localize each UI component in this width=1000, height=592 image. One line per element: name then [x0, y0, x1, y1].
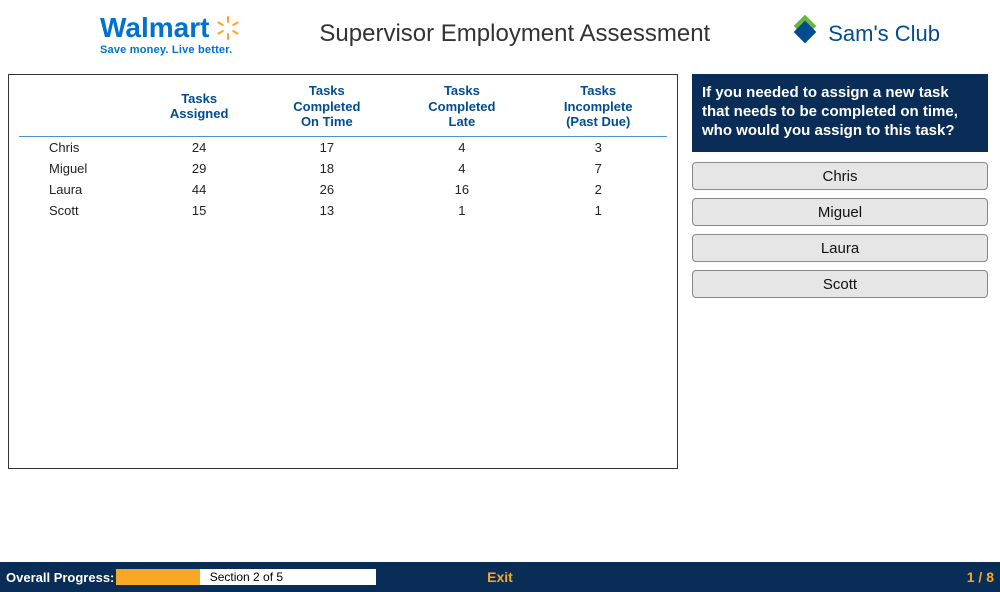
exit-link[interactable]: Exit	[487, 569, 513, 585]
column-header: TasksIncomplete(Past Due)	[529, 79, 667, 136]
table-cell: 44	[139, 179, 259, 200]
walmart-spark-icon	[215, 15, 241, 41]
table-cell: 18	[259, 158, 394, 179]
sams-wordmark: Sam's Club	[828, 21, 940, 47]
answer-option-button[interactable]: Chris	[692, 162, 988, 190]
answer-option-button[interactable]: Miguel	[692, 198, 988, 226]
answer-option-button[interactable]: Laura	[692, 234, 988, 262]
table-row: Laura4426162	[19, 179, 667, 200]
walmart-logo: Walmart Save money. Live better.	[100, 12, 241, 56]
sams-diamond-icon	[788, 15, 822, 54]
table-cell: 1	[529, 200, 667, 221]
table-cell: Chris	[19, 136, 139, 158]
progress-label: Overall Progress:	[6, 570, 114, 585]
table-cell: Laura	[19, 179, 139, 200]
column-header	[19, 79, 139, 136]
table-row: Miguel291847	[19, 158, 667, 179]
column-header: TasksCompletedOn Time	[259, 79, 394, 136]
table-row: Chris241743	[19, 136, 667, 158]
table-cell: 29	[139, 158, 259, 179]
column-header: TasksAssigned	[139, 79, 259, 136]
table-cell: 26	[259, 179, 394, 200]
table-cell: 1	[394, 200, 529, 221]
progress-bar: Section 2 of 5	[116, 569, 376, 585]
table-cell: 4	[394, 136, 529, 158]
table-cell: 4	[394, 158, 529, 179]
walmart-wordmark: Walmart	[100, 12, 209, 44]
table-cell: 13	[259, 200, 394, 221]
column-header: TasksCompletedLate	[394, 79, 529, 136]
page-counter: 1 / 8	[967, 569, 994, 585]
table-cell: 17	[259, 136, 394, 158]
table-cell: Miguel	[19, 158, 139, 179]
page-title: Supervisor Employment Assessment	[319, 20, 710, 48]
answer-option-button[interactable]: Scott	[692, 270, 988, 298]
table-cell: 24	[139, 136, 259, 158]
table-cell: 2	[529, 179, 667, 200]
answer-options: Chris Miguel Laura Scott	[692, 152, 988, 298]
sams-club-logo: Sam's Club	[788, 15, 940, 54]
data-table-panel: TasksAssignedTasksCompletedOn TimeTasksC…	[8, 74, 678, 469]
progress-section-text: Section 2 of 5	[116, 569, 376, 585]
table-cell: Scott	[19, 200, 139, 221]
table-cell: 15	[139, 200, 259, 221]
table-cell: 3	[529, 136, 667, 158]
table-row: Scott151311	[19, 200, 667, 221]
footer-bar: Overall Progress: Section 2 of 5 Exit 1 …	[0, 562, 1000, 592]
question-text: If you needed to assign a new task that …	[692, 74, 988, 152]
employee-task-table: TasksAssignedTasksCompletedOn TimeTasksC…	[19, 79, 667, 221]
table-cell: 16	[394, 179, 529, 200]
table-cell: 7	[529, 158, 667, 179]
walmart-tagline: Save money. Live better.	[100, 44, 232, 56]
